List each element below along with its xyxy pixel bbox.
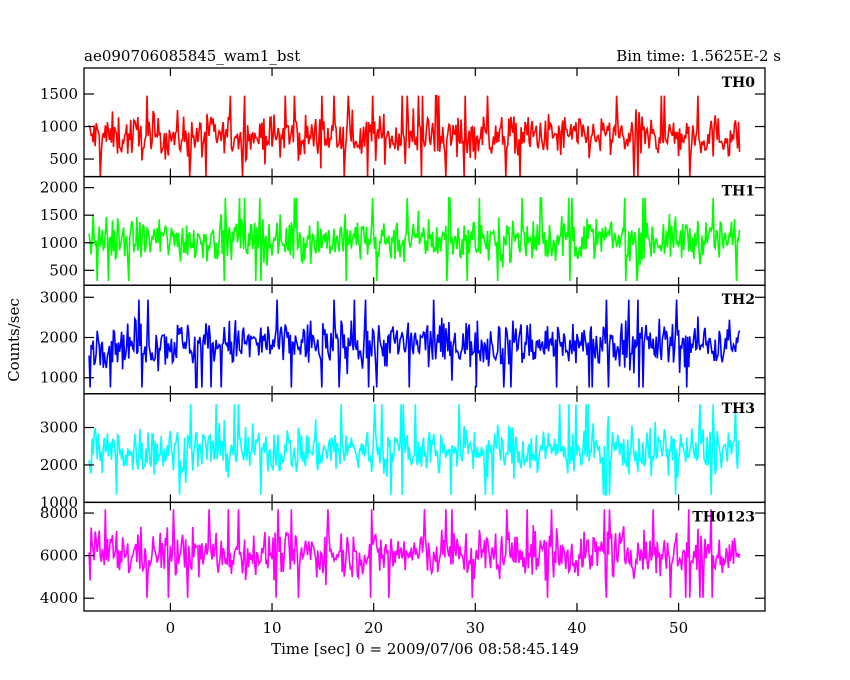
y-tick-label: 1000 <box>40 234 78 252</box>
series-th2-line <box>88 299 741 389</box>
y-tick-label: 2000 <box>40 179 78 197</box>
x-tick-label: 30 <box>466 619 485 637</box>
panel-th2: 1000 2000 3000 TH2 <box>40 284 766 395</box>
y-axis-label: Counts/sec <box>5 298 23 382</box>
bin-time-label: Bin time: 1.5625E-2 s <box>616 47 781 65</box>
x-tick-label: 50 <box>669 619 688 637</box>
panel-label-th3: TH3 <box>722 401 755 417</box>
series-th3-line <box>88 404 740 496</box>
y-tick-label: 4000 <box>40 589 78 607</box>
y-tick-label: 2000 <box>40 328 78 346</box>
y-tick-label: 1000 <box>40 369 78 387</box>
panel-frame <box>83 67 766 178</box>
x-tick-label: 0 <box>166 619 176 637</box>
x-tick-label: 10 <box>262 619 281 637</box>
x-tick-label: 40 <box>567 619 586 637</box>
x-tick-label: 20 <box>364 619 383 637</box>
y-tick-label: 500 <box>49 261 78 279</box>
y-tick-label: 1500 <box>40 85 78 103</box>
y-tick-label: 1000 <box>40 118 78 136</box>
y-tick-label: 2000 <box>40 456 78 474</box>
series-th0123-line <box>88 509 741 598</box>
panel-th0: 500 1000 1500 TH0 <box>40 67 766 178</box>
series-th1-line <box>88 197 741 282</box>
chart-title: ae090706085845_wam1_bst <box>84 47 300 65</box>
series-th0-line <box>88 94 741 177</box>
x-axis-label: Time [sec] 0 = 2009/07/06 08:58:45.149 <box>271 640 579 658</box>
y-tick-label: 8000 <box>40 504 78 522</box>
panel-label-th2: TH2 <box>722 292 755 308</box>
panel-th0123: 4000 6000 8000 TH0123 <box>40 501 766 612</box>
y-tick-label: 1500 <box>40 206 78 224</box>
y-tick-label: 3000 <box>40 288 78 306</box>
panel-label-th0123: TH0123 <box>692 509 755 525</box>
panel-th3: 1000 2000 3000 TH3 <box>40 393 766 511</box>
panel-label-th1: TH1 <box>722 184 755 200</box>
panel-label-th0: TH0 <box>722 75 756 91</box>
y-tick-label: 500 <box>49 150 78 168</box>
y-tick-label: 6000 <box>40 547 78 565</box>
panel-th1: 500 1000 1500 2000 TH1 <box>40 175 766 286</box>
panel-frame <box>83 501 766 612</box>
y-tick-label: 1000 <box>40 493 78 511</box>
y-tick-label: 3000 <box>40 419 78 437</box>
